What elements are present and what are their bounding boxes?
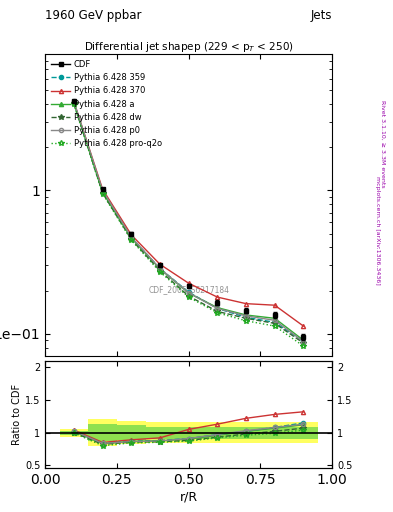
Pythia 6.428 p0 <box>215 305 220 311</box>
Y-axis label: Ratio to CDF: Ratio to CDF <box>12 384 22 445</box>
Pythia 6.428 pro-q2o <box>186 294 191 300</box>
Pythia 6.428 359 <box>186 289 191 295</box>
Pythia 6.428 p0 <box>244 313 248 319</box>
Pythia 6.428 370 <box>158 261 162 267</box>
Pythia 6.428 dw <box>215 308 220 314</box>
Pythia 6.428 a <box>272 315 277 322</box>
Pythia 6.428 359 <box>100 188 105 195</box>
Text: 1960 GeV ppbar: 1960 GeV ppbar <box>45 9 142 22</box>
Pythia 6.428 pro-q2o <box>158 269 162 275</box>
Pythia 6.428 p0 <box>301 338 306 345</box>
Pythia 6.428 370 <box>215 294 220 300</box>
Pythia 6.428 p0 <box>186 290 191 296</box>
Line: Pythia 6.428 pro-q2o: Pythia 6.428 pro-q2o <box>71 101 306 349</box>
Pythia 6.428 dw <box>158 268 162 274</box>
Pythia 6.428 a <box>186 290 191 296</box>
Text: Jets: Jets <box>310 9 332 22</box>
Pythia 6.428 pro-q2o <box>272 323 277 329</box>
Pythia 6.428 p0 <box>158 265 162 271</box>
Pythia 6.428 dw <box>72 100 76 106</box>
Pythia 6.428 359 <box>244 314 248 321</box>
Pythia 6.428 359 <box>158 265 162 271</box>
Pythia 6.428 pro-q2o <box>129 237 134 243</box>
Pythia 6.428 a <box>158 266 162 272</box>
Pythia 6.428 370 <box>272 302 277 308</box>
Pythia 6.428 pro-q2o <box>301 343 306 349</box>
Pythia 6.428 370 <box>186 280 191 286</box>
Pythia 6.428 pro-q2o <box>215 310 220 316</box>
Text: mcplots.cern.ch [arXiv:1306.3436]: mcplots.cern.ch [arXiv:1306.3436] <box>375 176 380 285</box>
Pythia 6.428 dw <box>272 321 277 327</box>
Pythia 6.428 dw <box>301 340 306 346</box>
Pythia 6.428 p0 <box>100 187 105 194</box>
Line: Pythia 6.428 370: Pythia 6.428 370 <box>72 100 305 328</box>
Pythia 6.428 359 <box>72 100 76 106</box>
Line: Pythia 6.428 359: Pythia 6.428 359 <box>72 100 305 344</box>
Pythia 6.428 a <box>129 235 134 241</box>
Pythia 6.428 dw <box>186 293 191 299</box>
Title: Differential jet shapep (229 < p$_T$ < 250): Differential jet shapep (229 < p$_T$ < 2… <box>84 39 294 54</box>
Pythia 6.428 dw <box>129 237 134 243</box>
Text: CDF_2005_S6217184: CDF_2005_S6217184 <box>148 285 229 294</box>
Pythia 6.428 a <box>301 337 306 343</box>
Legend: CDF, Pythia 6.428 359, Pythia 6.428 370, Pythia 6.428 a, Pythia 6.428 dw, Pythia: CDF, Pythia 6.428 359, Pythia 6.428 370,… <box>48 57 165 152</box>
X-axis label: r/R: r/R <box>180 490 198 503</box>
Text: Rivet 3.1.10, ≥ 3.3M events: Rivet 3.1.10, ≥ 3.3M events <box>381 99 386 187</box>
Pythia 6.428 370 <box>72 99 76 105</box>
Pythia 6.428 pro-q2o <box>72 101 76 108</box>
Pythia 6.428 a <box>100 189 105 196</box>
Pythia 6.428 dw <box>100 190 105 196</box>
Pythia 6.428 359 <box>272 319 277 326</box>
Pythia 6.428 a <box>72 100 76 106</box>
Line: Pythia 6.428 a: Pythia 6.428 a <box>72 100 305 343</box>
Pythia 6.428 p0 <box>272 317 277 324</box>
Pythia 6.428 p0 <box>72 98 76 104</box>
Line: Pythia 6.428 dw: Pythia 6.428 dw <box>71 101 306 346</box>
Pythia 6.428 370 <box>301 323 306 329</box>
Pythia 6.428 a <box>244 312 248 318</box>
Pythia 6.428 a <box>215 305 220 311</box>
Pythia 6.428 359 <box>215 305 220 311</box>
Pythia 6.428 370 <box>244 301 248 307</box>
Pythia 6.428 359 <box>301 338 306 345</box>
Pythia 6.428 p0 <box>129 234 134 240</box>
Pythia 6.428 370 <box>129 232 134 238</box>
Pythia 6.428 359 <box>129 234 134 241</box>
Line: Pythia 6.428 p0: Pythia 6.428 p0 <box>72 99 305 344</box>
Pythia 6.428 pro-q2o <box>100 190 105 197</box>
Pythia 6.428 370 <box>100 186 105 193</box>
Pythia 6.428 pro-q2o <box>244 318 248 324</box>
Pythia 6.428 dw <box>244 315 248 322</box>
